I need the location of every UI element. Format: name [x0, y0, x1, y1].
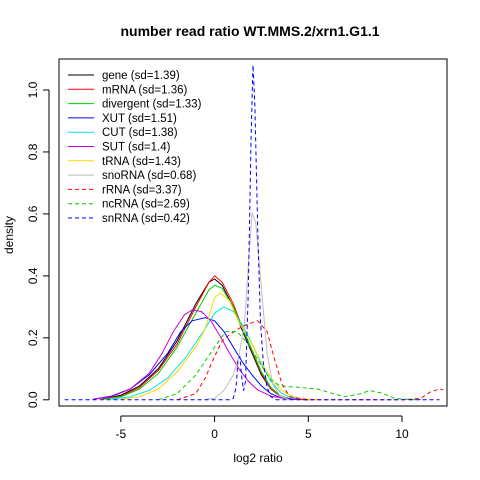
x-tick-label: -5: [116, 427, 127, 441]
legend-label-0: gene (sd=1.39): [102, 70, 180, 82]
series-line-4: [111, 306, 309, 401]
series-line-2: [102, 284, 309, 401]
x-tick-label: 0: [211, 427, 218, 441]
legend-label-4: CUT (sd=1.38): [102, 127, 178, 139]
x-tick-label: 5: [305, 427, 312, 441]
y-tick-label: 1.0: [26, 81, 40, 98]
legend-label-3: XUT (sd=1.51): [102, 113, 177, 125]
axes: -5 0 5 10 0.0 0.2 0.4 0.6 0.8 1.0: [26, 58, 448, 441]
series-line-6: [120, 292, 318, 401]
legend-label-2: divergent (sd=1.33): [102, 99, 202, 111]
series-line-7: [205, 211, 290, 401]
y-tick-label: 0.2: [26, 329, 40, 346]
legend: gene (sd=1.39) mRNA (sd=1.36) divergent (s…: [68, 70, 202, 225]
y-axis-label: density: [2, 216, 16, 254]
legend-label-6: tRNA (sd=1.43): [102, 156, 181, 168]
legend-label-9: ncRNA (sd=2.69): [102, 199, 190, 211]
y-tick-label: 0.6: [26, 205, 40, 222]
series-line-8: [176, 320, 444, 401]
y-tick-label: 0.8: [26, 143, 40, 160]
legend-label-7: snoRNA (sd=0.68): [102, 170, 196, 182]
legend-label-1: mRNA (sd=1.36): [102, 84, 187, 96]
legend-label-10: snRNA (sd=0.42): [102, 213, 190, 225]
series-line-3: [92, 317, 299, 401]
legend-label-5: SUT (sd=1.4): [102, 142, 171, 154]
series-layer: [64, 64, 444, 401]
series-line-9: [158, 331, 421, 401]
x-tick-label: 10: [395, 427, 409, 441]
series-line-10: [64, 64, 440, 401]
plot-frame: [58, 58, 448, 407]
y-tick-label: 0.4: [26, 267, 40, 284]
series-line-5: [92, 309, 309, 401]
chart-title: number read ratio WT.MMS.2/xrn1.G1.1: [120, 23, 379, 39]
y-tick-label: 0.0: [26, 391, 40, 408]
x-axis-label: log2 ratio: [233, 451, 283, 465]
series-line-1: [102, 275, 309, 401]
legend-label-8: rRNA (sd=3.37): [102, 184, 182, 196]
